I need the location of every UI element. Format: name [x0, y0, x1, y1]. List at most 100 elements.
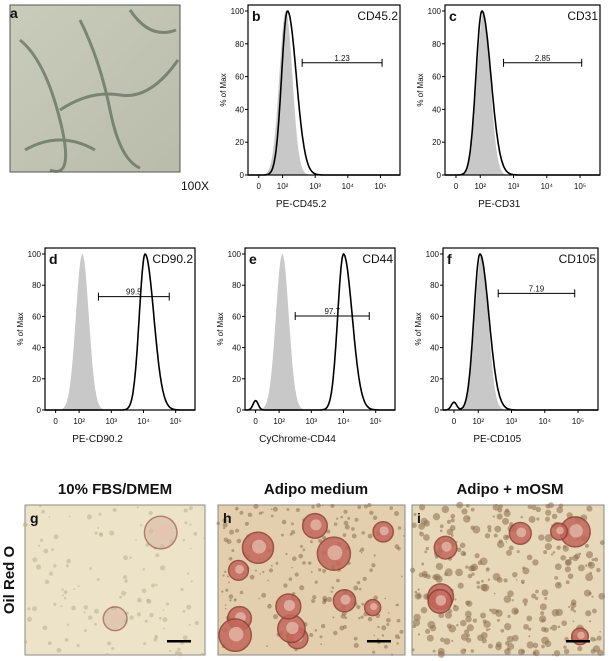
speck: [39, 538, 43, 542]
speck: [23, 640, 28, 644]
speck: [53, 564, 57, 568]
gate-percent: 97.7: [324, 307, 340, 316]
speck: [184, 521, 188, 525]
speck: [76, 644, 80, 648]
speck: [153, 637, 158, 642]
speck: [455, 568, 463, 577]
speck: [448, 609, 453, 614]
speck: [446, 623, 452, 629]
speck: [418, 504, 426, 511]
sample-histogram: [248, 10, 400, 176]
speck: [532, 559, 539, 566]
speck: [527, 504, 533, 510]
speck: [288, 577, 293, 581]
speck: [426, 574, 431, 580]
speck: [555, 608, 563, 617]
gate-percent: 1.23: [334, 54, 350, 63]
speck: [64, 637, 69, 642]
speck: [532, 642, 539, 649]
x-tick-label: 10⁴: [541, 182, 554, 191]
speck: [503, 509, 511, 517]
speck: [188, 624, 191, 627]
y-tick-label: 80: [235, 40, 244, 49]
speck: [281, 533, 284, 537]
speck: [333, 630, 338, 636]
speck: [551, 624, 558, 631]
speck: [42, 625, 48, 631]
speck: [411, 648, 415, 652]
x-axis-label: PE-CD105: [473, 434, 521, 445]
speck: [360, 547, 365, 552]
plot-frame: [442, 247, 599, 411]
speck: [39, 505, 42, 508]
speck: [27, 607, 31, 611]
speck: [73, 588, 76, 590]
isotype-histogram: [245, 254, 395, 410]
speck: [174, 650, 180, 656]
speck: [47, 641, 52, 646]
speck: [221, 590, 224, 593]
speck: [347, 516, 351, 520]
speck: [321, 504, 324, 507]
speck: [432, 513, 441, 521]
speck: [464, 610, 472, 618]
x-axis-label: CyChrome-CD44: [259, 434, 336, 445]
speck: [467, 516, 470, 520]
speck: [544, 534, 553, 543]
speck: [461, 508, 468, 515]
speck: [162, 617, 168, 623]
speck: [311, 505, 315, 509]
speck: [470, 649, 475, 653]
micrograph: [410, 501, 606, 658]
speck: [543, 550, 548, 555]
speck: [599, 540, 605, 546]
speck: [373, 634, 376, 637]
speck: [163, 627, 166, 630]
speck: [53, 602, 57, 606]
y-tick-label: 40: [232, 344, 241, 353]
speck: [465, 503, 470, 508]
speck: [460, 619, 467, 627]
marker-label: CD31: [567, 9, 598, 23]
x-tick-label: 10²: [273, 417, 285, 426]
speck: [596, 567, 601, 573]
speck: [563, 645, 567, 649]
speck: [440, 637, 445, 642]
speck: [88, 615, 93, 620]
speck: [105, 652, 109, 656]
speck: [572, 620, 575, 623]
speck: [60, 605, 63, 608]
speck: [572, 554, 579, 562]
speck: [268, 603, 271, 606]
speck: [258, 511, 263, 515]
speck: [343, 520, 349, 526]
speck: [551, 513, 558, 520]
speck: [286, 507, 290, 511]
y-tick-label: 80: [430, 281, 439, 290]
speck: [476, 585, 481, 589]
y-tick-label: 0: [437, 171, 442, 180]
speck: [386, 617, 391, 623]
speck: [528, 516, 536, 523]
speck: [369, 568, 373, 572]
speck: [565, 559, 571, 566]
speck: [182, 635, 188, 641]
droplet: [556, 526, 564, 535]
speck: [109, 530, 115, 536]
speck: [521, 649, 526, 654]
speck: [359, 550, 362, 553]
speck: [89, 567, 92, 570]
speck: [129, 556, 132, 559]
speck: [61, 588, 64, 591]
speck: [86, 514, 92, 520]
speck: [585, 573, 594, 582]
speck: [465, 565, 469, 569]
speck: [520, 515, 524, 519]
x-tick-label: 0: [253, 417, 258, 426]
speck: [551, 654, 554, 656]
speck: [314, 580, 318, 584]
speck: [93, 608, 99, 614]
speck: [560, 554, 567, 561]
speck: [451, 534, 454, 537]
